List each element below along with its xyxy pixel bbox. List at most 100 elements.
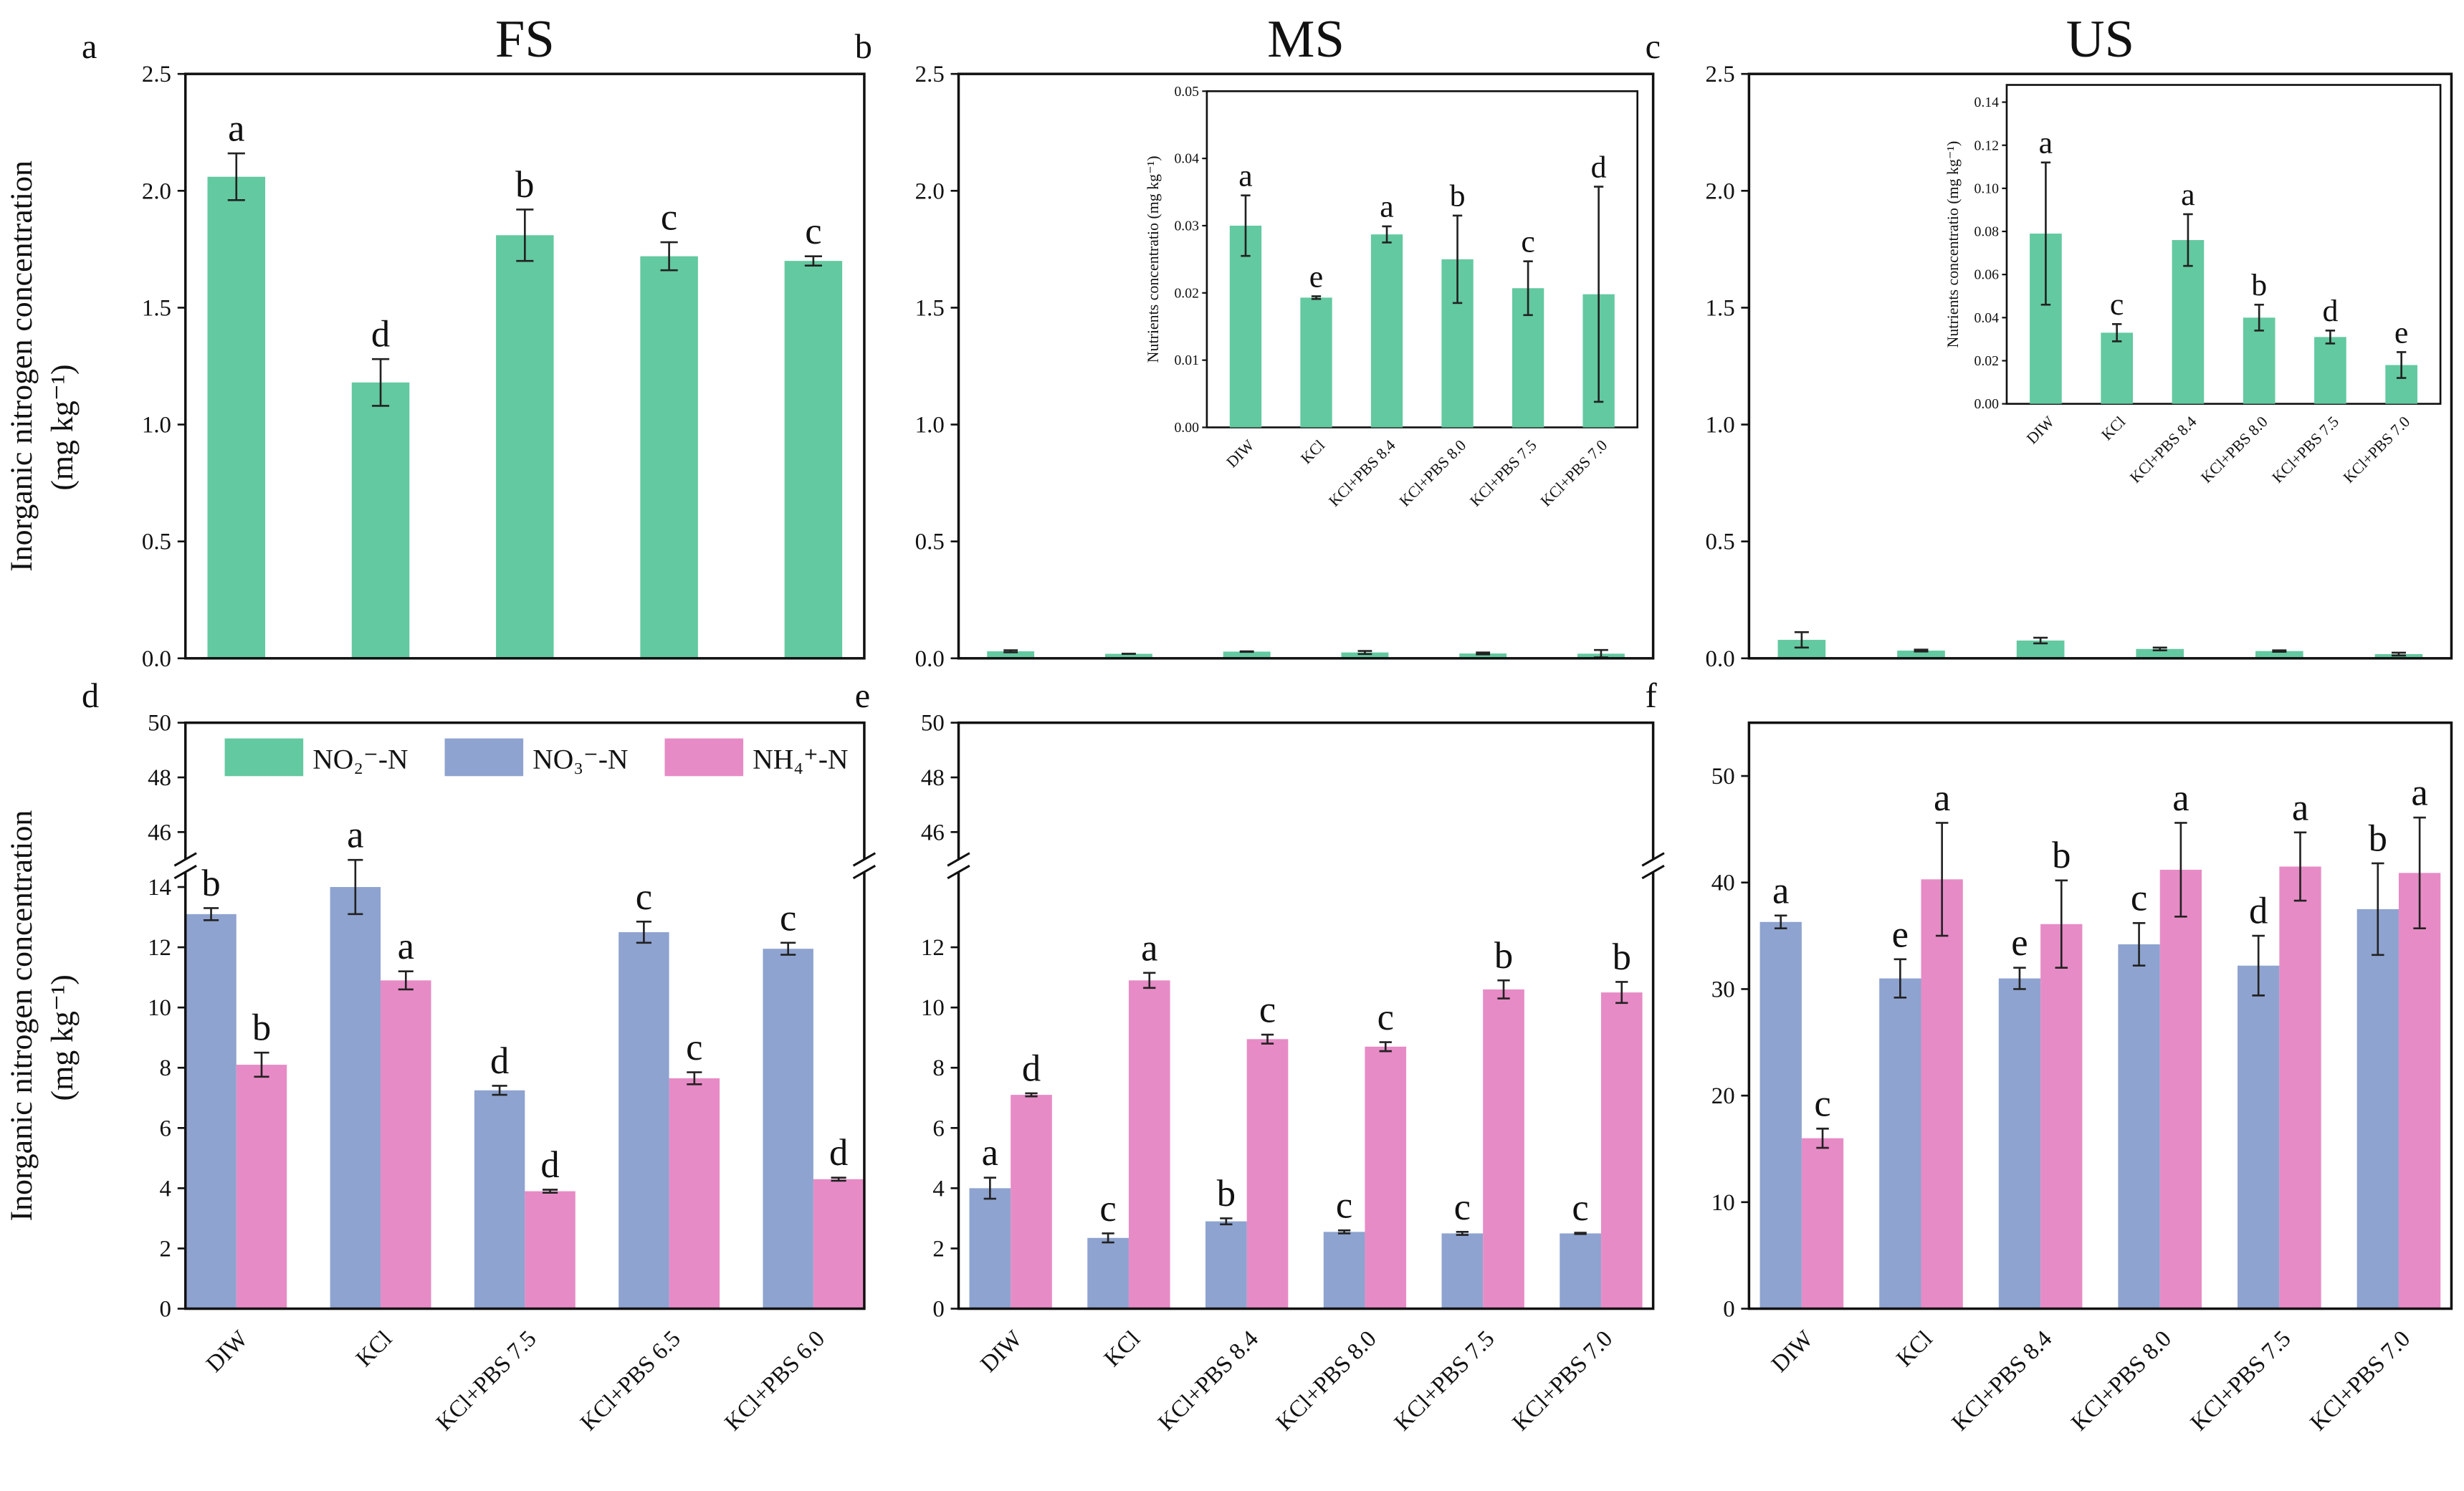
y-tick-label: 0.5 — [1706, 529, 1735, 555]
significance-letter: e — [2011, 922, 2028, 964]
bar — [1560, 1233, 1601, 1309]
y-tick-label: 30 — [1711, 977, 1735, 1002]
inset-bar — [1300, 297, 1332, 428]
error-bar — [2055, 879, 2068, 969]
inset-significance-letter: e — [2394, 315, 2408, 350]
panel-title: MS — [1267, 10, 1345, 69]
error-bar — [1311, 295, 1322, 300]
bar — [1441, 1233, 1484, 1309]
significance-letter: c — [686, 1027, 702, 1068]
error-bar — [2152, 646, 2167, 652]
plot-frame — [183, 721, 866, 1310]
plot-frame — [1747, 721, 2453, 1310]
significance-letter: c — [661, 197, 677, 239]
y-tick-label: 2 — [160, 1236, 171, 1262]
bar — [1246, 1039, 1289, 1309]
y-tick-label: 2.0 — [1706, 178, 1735, 204]
bar — [330, 887, 381, 1309]
panel-letter: a — [82, 28, 97, 66]
bar — [525, 1191, 576, 1309]
inset-significance-letter: a — [2181, 178, 2195, 212]
bar — [1879, 978, 1921, 1309]
panel-letter: e — [855, 677, 870, 715]
inset-bar — [2101, 332, 2133, 404]
significance-letter: d — [829, 1132, 848, 1174]
error-bar — [1497, 979, 1510, 999]
inset-y-tick-label: 0.03 — [1174, 219, 1199, 234]
y-tick-label: 1.0 — [1706, 413, 1735, 438]
bar — [619, 932, 669, 1309]
inset-bar — [2314, 337, 2346, 404]
axis-break-mark — [947, 852, 970, 867]
error-bar — [1774, 914, 1787, 930]
error-bar — [1025, 1092, 1038, 1098]
significance-letter: c — [1336, 1185, 1352, 1227]
inset-y-tick-label: 0.00 — [1974, 396, 1999, 412]
significance-letter: c — [780, 897, 796, 939]
y-tick-label: 0.5 — [915, 529, 945, 555]
bar — [813, 1179, 864, 1309]
significance-letter: a — [2411, 772, 2427, 814]
significance-letter: d — [540, 1144, 559, 1186]
axis-break-mark — [173, 864, 197, 880]
bar — [2356, 908, 2399, 1309]
inset-significance-letter: b — [2251, 268, 2267, 302]
inset-y-tick-label: 0.04 — [1174, 151, 1199, 167]
y-tick-label: 46 — [921, 820, 945, 845]
inset-y-tick-label: 0.06 — [1974, 267, 1999, 283]
bar — [987, 651, 1035, 658]
error-bar — [2111, 323, 2122, 342]
significance-letter: b — [201, 863, 220, 904]
y-tick-label: 6 — [160, 1116, 171, 1141]
significance-letter: c — [1259, 989, 1276, 1030]
error-bar — [398, 970, 414, 991]
y-tick-label: 1.5 — [915, 295, 945, 321]
bar — [2159, 869, 2202, 1309]
y-tick-label: 8 — [932, 1055, 944, 1081]
inset-significance-letter: b — [1450, 179, 1466, 214]
error-bar — [2325, 330, 2336, 345]
error-bar — [203, 907, 219, 921]
inset-significance-letter: c — [2110, 287, 2124, 322]
error-bar — [2013, 967, 2026, 990]
y-tick-label: 1.5 — [1706, 295, 1735, 321]
error-bar — [660, 241, 678, 272]
error-bar — [2183, 213, 2193, 267]
bar — [236, 1065, 287, 1309]
legend-swatch — [224, 738, 304, 777]
y-tick-label: 6 — [932, 1116, 944, 1141]
significance-letter: b — [1494, 935, 1513, 977]
significance-letter: b — [1613, 936, 1631, 978]
error-bar — [492, 1085, 507, 1096]
y-tick-label: 2 — [932, 1236, 944, 1262]
bar — [351, 382, 410, 658]
bar — [1087, 1237, 1129, 1309]
error-bar — [371, 358, 390, 407]
significance-letter: b — [252, 1007, 271, 1049]
error-bar — [227, 152, 245, 201]
inset-bar — [1370, 234, 1403, 428]
significance-letter: a — [228, 108, 244, 150]
error-bar — [1452, 214, 1463, 305]
y-tick-label: 0 — [1723, 1297, 1734, 1323]
plot-frame — [957, 72, 1655, 660]
legend-label: NH₄⁺-N — [753, 743, 848, 775]
significance-letter: a — [347, 815, 363, 856]
inset-significance-letter: a — [2039, 126, 2053, 160]
error-bar — [1574, 1232, 1587, 1235]
significance-letter: a — [1934, 777, 1950, 819]
panel-title: FS — [495, 10, 555, 69]
legend-label: NO₂⁻-N — [312, 743, 408, 775]
y-tick-label: 4 — [160, 1176, 171, 1202]
significance-letter: a — [1141, 927, 1157, 969]
error-bar — [2252, 934, 2265, 997]
error-bar — [1894, 958, 1907, 999]
error-bar — [831, 1176, 846, 1182]
error-bar — [1593, 186, 1604, 403]
error-bar — [1914, 648, 1929, 653]
axis-break-gap — [859, 859, 869, 873]
y-tick-label: 8 — [160, 1055, 171, 1081]
y-tick-label: 12 — [921, 935, 945, 961]
significance-letter: b — [515, 164, 534, 206]
significance-letter: b — [2369, 818, 2387, 859]
